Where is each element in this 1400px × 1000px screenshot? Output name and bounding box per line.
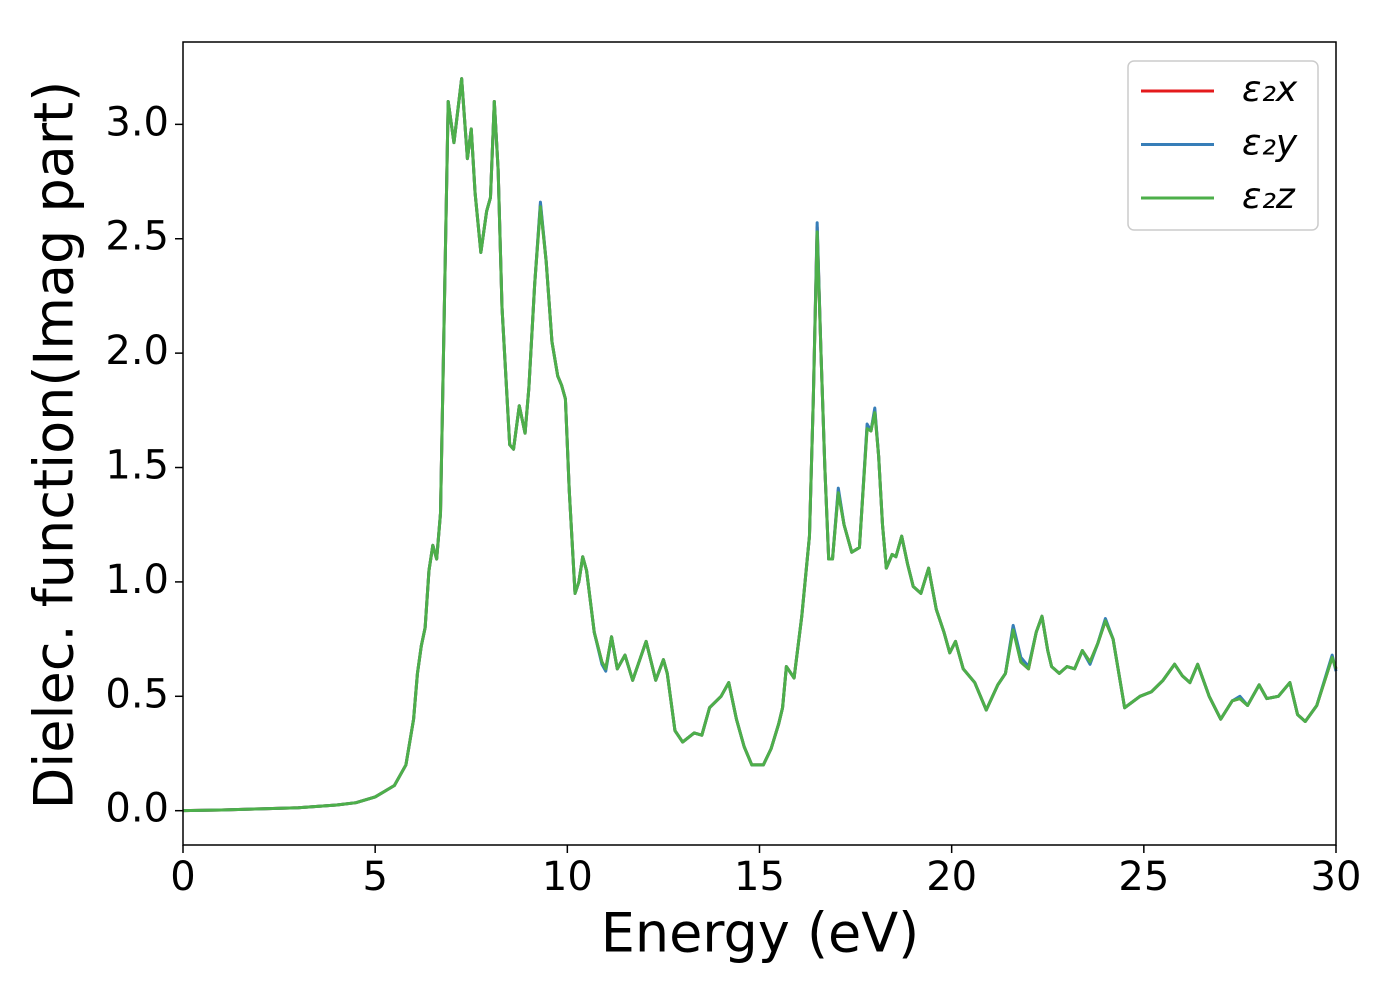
x-tick-label: 20 (926, 854, 977, 900)
legend-label: ε₂x (1242, 69, 1298, 110)
legend-label: ε₂z (1242, 176, 1296, 217)
x-tick-label: 10 (542, 854, 593, 900)
y-tick-label: 1.5 (105, 443, 169, 489)
y-tick-label: 3.0 (105, 99, 169, 145)
plot-frame (182, 41, 1337, 846)
legend-label: ε₂y (1242, 123, 1298, 164)
legend-box (1127, 60, 1319, 231)
y-axis-label: Dielec. function(Imag part) (23, 81, 86, 810)
y-tick-label: 2.0 (105, 328, 169, 374)
x-axis-label: Energy (eV) (601, 902, 920, 965)
x-tick-label: 5 (362, 854, 387, 900)
x-tick-label: 0 (170, 854, 195, 900)
y-tick-label: 2.5 (105, 214, 169, 260)
x-tick-label: 30 (1311, 854, 1362, 900)
x-tick-label: 25 (1118, 854, 1169, 900)
series-line (182, 77, 1338, 813)
y-tick-label: 0.5 (105, 671, 169, 717)
y-tick-label: 1.0 (105, 557, 169, 603)
y-tick-label: 0.0 (105, 786, 169, 832)
x-tick-label: 15 (734, 854, 785, 900)
